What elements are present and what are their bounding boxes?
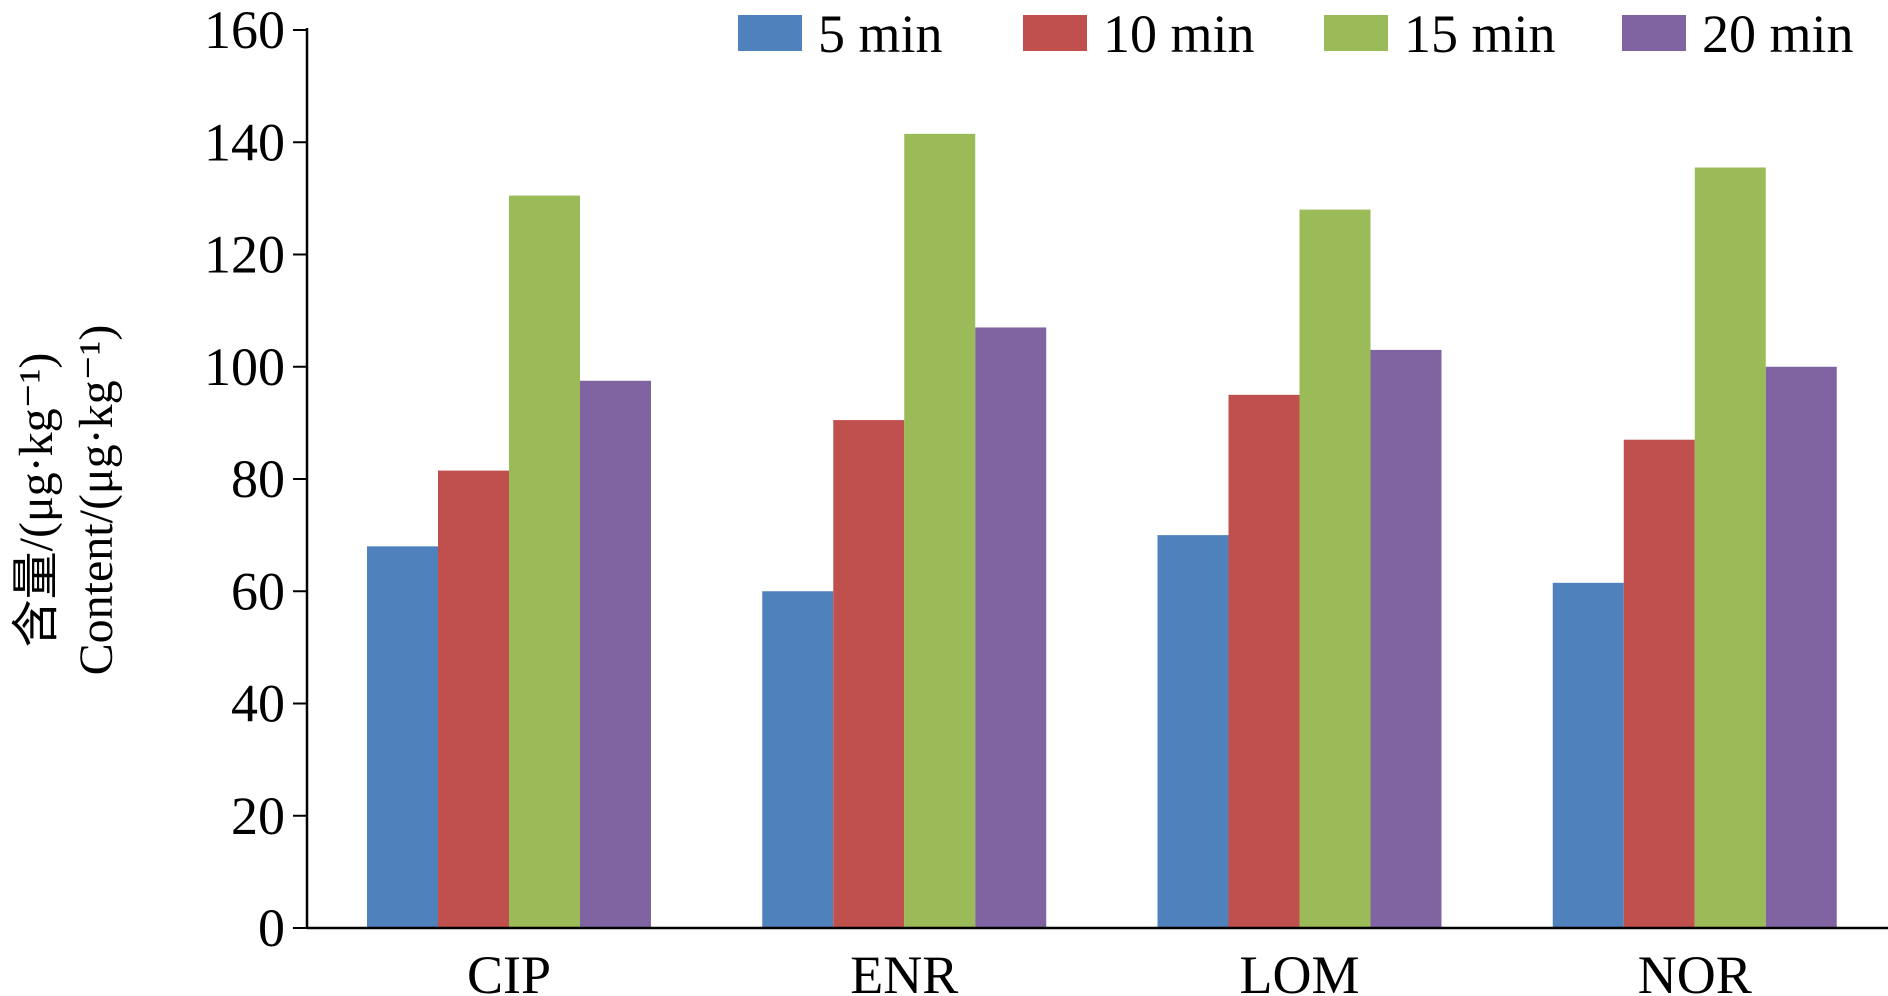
bar-nor-5min <box>1552 582 1624 928</box>
legend-swatch <box>738 15 802 51</box>
y-tick-label: 60 <box>231 561 285 621</box>
bar-enr-10min <box>833 420 905 928</box>
bar-cip-20min <box>580 380 651 928</box>
legend-swatch <box>1324 15 1388 51</box>
y-tick-label: 40 <box>231 674 285 734</box>
legend-label: 20 min <box>1702 4 1854 64</box>
bar-enr-20min <box>975 327 1047 928</box>
y-tick-label: 80 <box>231 449 285 509</box>
x-tick-label: LOM <box>1240 945 1360 996</box>
legend-swatch <box>1622 15 1686 51</box>
y-axis-label-en: Content/(μg·kg⁻¹) <box>70 325 123 676</box>
x-tick-label: CIP <box>467 945 551 996</box>
x-tick-label: NOR <box>1638 945 1752 996</box>
y-axis-label: 含量/(μg·kg⁻¹) Content/(μg·kg⁻¹) <box>10 325 123 676</box>
y-tick-label: 160 <box>204 0 285 60</box>
bar-lom-15min <box>1299 209 1371 929</box>
y-tick-label: 140 <box>204 112 285 172</box>
bar-cip-10min <box>438 470 509 928</box>
x-tick-label: ENR <box>850 945 958 996</box>
bar-lom-5min <box>1157 535 1229 928</box>
y-axis-ticks: 0 20 40 60 80 100 120 140 160 <box>204 0 307 958</box>
y-tick-label: 0 <box>258 898 285 958</box>
legend: 5 min 10 min 15 min 20 min <box>738 4 1854 64</box>
legend-label: 15 min <box>1404 4 1556 64</box>
bars <box>367 133 1837 929</box>
bar-cip-15min <box>509 195 580 929</box>
bar-cip-5min <box>367 546 438 928</box>
legend-label: 5 min <box>818 4 943 64</box>
y-tick-label: 120 <box>204 225 285 285</box>
legend-label: 10 min <box>1103 4 1255 64</box>
bar-enr-5min <box>762 591 834 928</box>
bar-lom-10min <box>1228 394 1300 928</box>
y-tick-label: 20 <box>231 786 285 846</box>
legend-swatch <box>1023 15 1087 51</box>
x-axis-labels: CIP ENR LOM NOR <box>467 945 1752 996</box>
y-axis-label-cn: 含量/(μg·kg⁻¹) <box>10 353 63 648</box>
bar-nor-10min <box>1623 439 1695 928</box>
y-tick-label: 100 <box>204 337 285 397</box>
axes <box>305 28 1888 930</box>
bar-lom-20min <box>1370 349 1442 929</box>
bar-nor-15min <box>1694 167 1766 929</box>
bar-enr-15min <box>904 133 976 929</box>
bar-nor-20min <box>1765 366 1837 928</box>
